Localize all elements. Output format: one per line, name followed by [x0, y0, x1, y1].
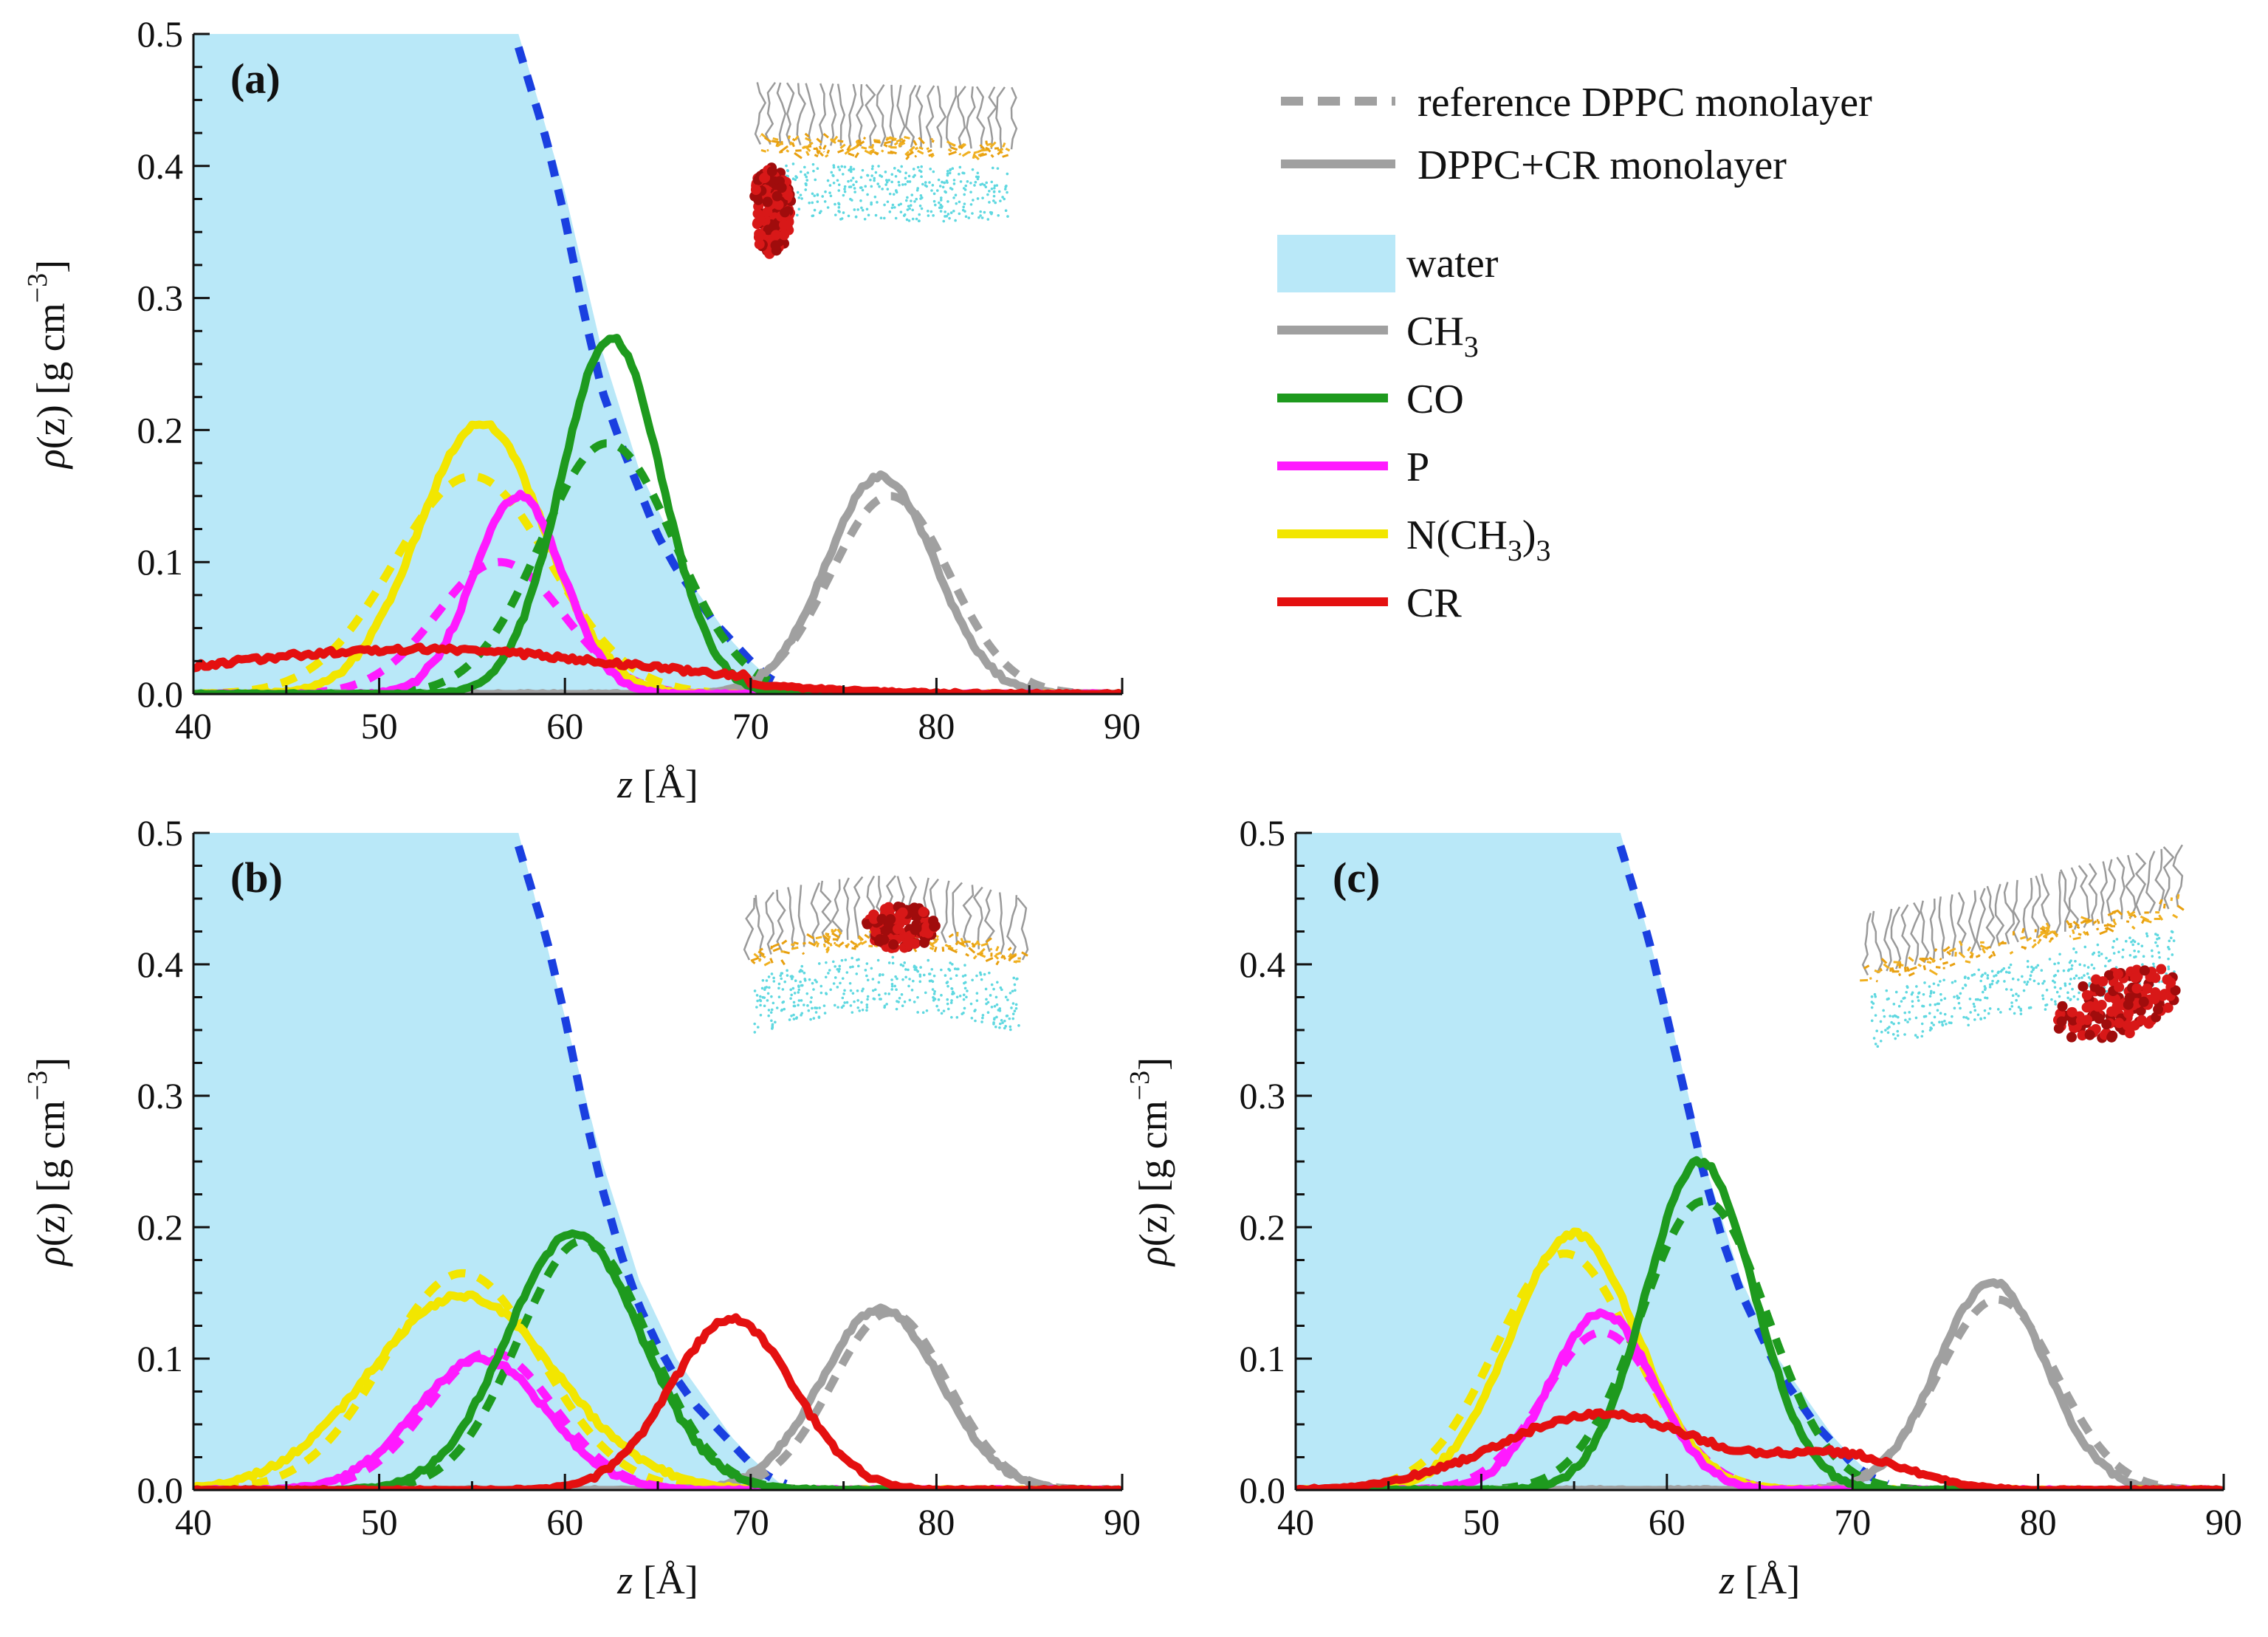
- x-tick-label: 70: [732, 1501, 769, 1542]
- x-tick-label: 80: [2020, 1501, 2057, 1542]
- y-axis-label: ρ(z) [g cm−3]: [1124, 1057, 1175, 1267]
- water-area: [193, 833, 788, 1490]
- membrane-snapshot-image: [1860, 844, 2185, 1048]
- x-tick-label: 60: [546, 705, 583, 747]
- y-tick-label: 0.1: [137, 541, 184, 583]
- y-tick-label: 0.5: [1240, 812, 1286, 854]
- y-tick-label: 0.0: [137, 1469, 184, 1511]
- panel-label: (b): [230, 854, 283, 902]
- x-tick-label: 40: [1277, 1501, 1314, 1542]
- x-tick-label: 90: [1104, 705, 1141, 747]
- y-axis-label: ρ(z) [g cm−3]: [22, 1057, 73, 1267]
- legend-p-label: P: [1406, 445, 1429, 490]
- y-axis-label: ρ(z) [g cm−3]: [22, 260, 73, 470]
- x-tick-label: 70: [732, 705, 769, 747]
- legend-co-label: CO: [1406, 377, 1464, 422]
- water-reference-edge: [515, 845, 788, 1488]
- x-tick-label: 90: [2205, 1501, 2242, 1542]
- x-tick-label: 50: [361, 1501, 398, 1542]
- y-tick-label: 0.1: [1240, 1338, 1286, 1379]
- legend-water-swatch: [1277, 235, 1395, 292]
- y-tick-label: 0.3: [137, 278, 184, 319]
- y-tick-label: 0.2: [1240, 1207, 1286, 1248]
- legend-cr-label: CR: [1406, 580, 1462, 626]
- nch33-curve: [193, 420, 1122, 694]
- y-tick-label: 0.4: [137, 944, 184, 985]
- x-tick-label: 40: [175, 705, 212, 747]
- water-area: [1296, 833, 1890, 1490]
- x-tick-label: 80: [918, 1501, 955, 1542]
- chart-panel-b: 40 50 60 70 80 90 0.0 0.1 0.2 0.3 0.4 0.5 z [Å] ρ(z) …: [22, 812, 1141, 1602]
- legend-style-label: reference DPPC monolayer: [1418, 80, 1872, 126]
- legend-nch33-label: N(CH3)3: [1406, 512, 1551, 567]
- x-tick-label: 90: [1104, 1501, 1141, 1542]
- nch33-reference-curve: [193, 472, 1119, 694]
- y-tick-label: 0.4: [1240, 944, 1286, 985]
- y-tick-label: 0.0: [137, 673, 184, 715]
- legend-ch3-label: CH3: [1406, 309, 1479, 363]
- y-tick-label: 0.2: [137, 409, 184, 450]
- panel-label: (a): [230, 55, 281, 103]
- y-tick-label: 0.3: [1240, 1075, 1286, 1116]
- legend-water-label: water: [1406, 241, 1499, 286]
- x-tick-label: 40: [175, 1501, 212, 1542]
- y-tick-label: 0.4: [137, 145, 184, 187]
- legend: reference DPPC monolayer DPPC+CR monolaye…: [1277, 80, 1872, 626]
- x-axis-label: z [Å]: [1719, 1558, 1800, 1602]
- axes: 40 50 60 70 80 90 0.0 0.1 0.2 0.3 0.4 0.5 z [Å] ρ(z) …: [22, 13, 1141, 806]
- x-tick-label: 50: [361, 705, 398, 747]
- y-tick-label: 0.5: [137, 13, 184, 55]
- y-tick-label: 0.2: [137, 1207, 184, 1248]
- membrane-snapshot-image: [743, 875, 1029, 1034]
- ch3-reference-curve: [193, 492, 1119, 694]
- water-area: [193, 34, 788, 694]
- x-tick-label: 70: [1834, 1501, 1871, 1542]
- x-tick-label: 80: [918, 705, 955, 747]
- axes: 40 50 60 70 80 90 0.0 0.1 0.2 0.3 0.4 0.5 z [Å] ρ(z) …: [22, 812, 1141, 1602]
- nch33-curve: [193, 1290, 1122, 1490]
- chart-panel-a: 40 50 60 70 80 90 0.0 0.1 0.2 0.3 0.4 0.5 z [Å] ρ(z) …: [22, 13, 1141, 806]
- water-reference-edge: [515, 46, 788, 690]
- y-tick-label: 0.5: [137, 812, 184, 854]
- x-axis-label: z [Å]: [616, 762, 698, 806]
- membrane-snapshot-image: [749, 81, 1018, 259]
- panel-label: (c): [1333, 854, 1380, 902]
- x-tick-label: 50: [1463, 1501, 1499, 1542]
- plot-area: [193, 833, 1122, 1490]
- co-curve: [193, 334, 1122, 694]
- chart-panel-c: 40 50 60 70 80 90 0.0 0.1 0.2 0.3 0.4 0.5 z [Å] ρ(z) …: [1124, 812, 2242, 1602]
- y-tick-label: 0.1: [137, 1338, 184, 1379]
- axes: 40 50 60 70 80 90 0.0 0.1 0.2 0.3 0.4 0.5 z [Å] ρ(z) …: [1124, 812, 2242, 1602]
- y-tick-label: 0.0: [1240, 1469, 1286, 1511]
- legend-style-label: DPPC+CR monolayer: [1418, 143, 1787, 188]
- y-tick-label: 0.3: [137, 1075, 184, 1116]
- x-axis-label: z [Å]: [616, 1558, 698, 1602]
- nch33-reference-curve: [193, 1269, 1119, 1490]
- x-tick-label: 60: [546, 1501, 583, 1542]
- x-tick-label: 60: [1649, 1501, 1685, 1542]
